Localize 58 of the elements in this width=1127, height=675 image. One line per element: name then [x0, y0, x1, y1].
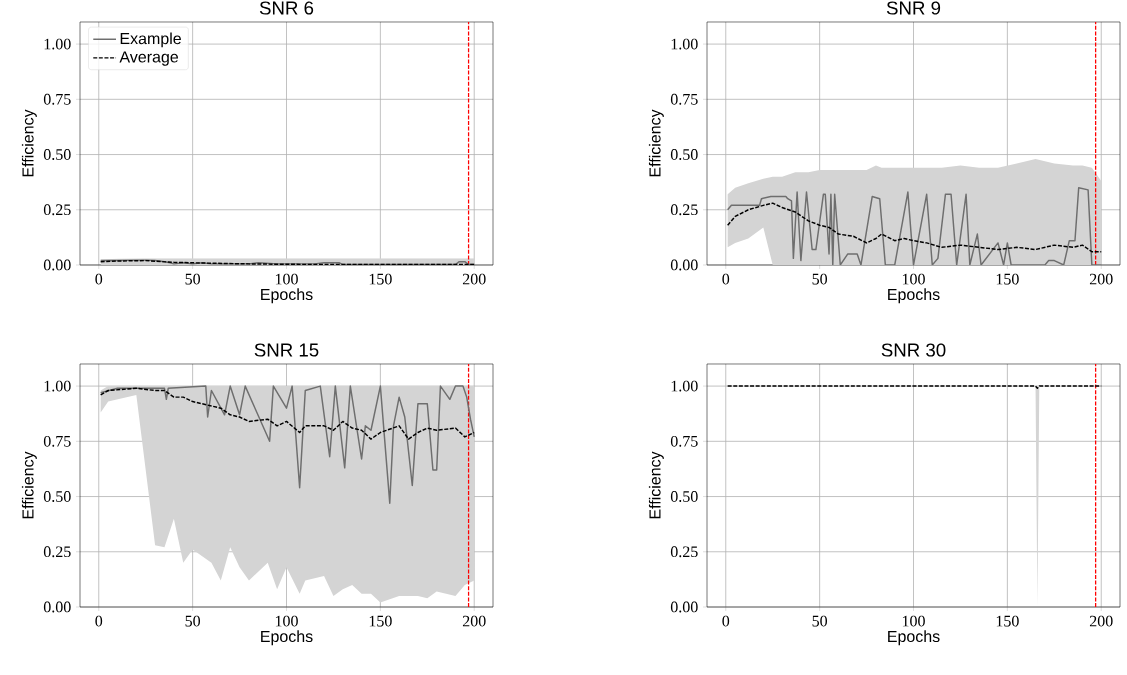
y-axis-title: Efficiency [21, 109, 37, 177]
line-series [726, 202, 1102, 253]
x-tick-label: 50 [185, 273, 201, 285]
y-tick-label: 0.75 [43, 93, 71, 105]
y-tick-label: 0.25 [43, 546, 71, 558]
y-tick-label: 0.25 [43, 204, 71, 216]
x-tick-label: 0 [95, 615, 103, 627]
x-tick-label: 200 [462, 615, 486, 627]
line-series [726, 186, 1102, 265]
y-axis-title: Efficiency [21, 451, 37, 519]
y-tick-label: 0.75 [43, 435, 71, 447]
chart-title: SNR 9 [886, 1, 941, 15]
y-axis-title: Efficiency [648, 109, 664, 177]
y-tick-label: 0.00 [670, 259, 698, 271]
legend-label: Example [120, 32, 181, 48]
x-tick-label: 200 [462, 273, 486, 285]
x-axis-title: Epochs [261, 288, 313, 304]
y-axis-title: Efficiency [648, 451, 664, 519]
x-tick-label: 150 [996, 273, 1019, 285]
x-tick-label: 200 [1089, 615, 1113, 627]
y-tick-label: 0.00 [670, 601, 698, 613]
chart-title: SNR 15 [254, 343, 319, 357]
chart-title: SNR 6 [259, 1, 314, 15]
y-tick-label: 0.50 [43, 491, 71, 502]
y-tick-label: 0.50 [670, 491, 698, 502]
x-tick-label: 0 [95, 273, 103, 285]
x-tick-label: 50 [185, 615, 201, 627]
y-tick-label: 0.75 [670, 93, 698, 105]
line-series [99, 385, 475, 504]
chart-title: SNR 30 [881, 343, 946, 357]
y-tick-label: 1.00 [671, 38, 698, 50]
y-tick-label: 0.50 [670, 149, 698, 160]
y-tick-label: 0.25 [670, 546, 698, 558]
x-tick-label: 200 [1089, 273, 1113, 285]
x-tick-label: 150 [369, 273, 392, 285]
y-tick-label: 0.00 [43, 259, 71, 271]
x-axis-title: Epochs [888, 288, 940, 304]
y-tick-label: 0.25 [670, 204, 698, 216]
y-tick-label: 1.00 [44, 380, 71, 392]
x-tick-label: 150 [996, 615, 1019, 627]
x-tick-label: 0 [722, 273, 730, 285]
y-tick-label: 0.50 [43, 149, 71, 160]
y-tick-label: 1.00 [671, 380, 698, 392]
x-axis-title: Epochs [888, 630, 940, 646]
y-tick-label: 0.75 [670, 435, 698, 447]
x-tick-label: 100 [275, 615, 298, 627]
x-tick-label: 150 [369, 615, 392, 627]
y-tick-label: 0.00 [43, 601, 71, 613]
x-tick-label: 50 [812, 615, 828, 627]
x-tick-label: 0 [722, 615, 730, 627]
y-tick-label: 1.00 [44, 38, 71, 50]
x-tick-label: 100 [275, 273, 298, 285]
legend-label: Average [119, 51, 178, 66]
x-axis-title: Epochs [261, 630, 313, 646]
x-tick-label: 100 [902, 273, 925, 285]
line-series [99, 387, 475, 440]
x-tick-label: 50 [812, 273, 828, 285]
x-tick-label: 100 [902, 615, 925, 627]
